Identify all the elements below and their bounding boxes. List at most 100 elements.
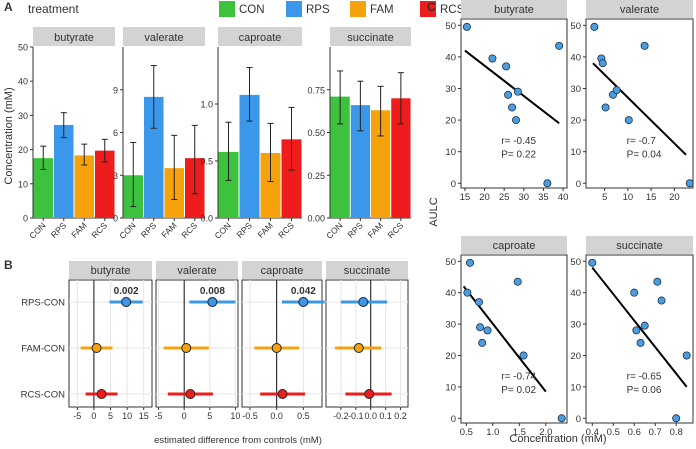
y-tick-label: 10: [570, 382, 581, 393]
legend-key-con: [219, 1, 235, 17]
x-tick-label: 0.7: [649, 427, 662, 438]
x-tick-label-fam: FAM: [159, 220, 178, 239]
data-point: [590, 22, 599, 31]
y-tick-label: 9: [113, 85, 118, 95]
data-point: [685, 179, 694, 188]
x-tick-label: 20: [479, 192, 490, 203]
data-point: [475, 298, 484, 307]
y-tick-label: 20: [570, 116, 581, 127]
facet-strip: [586, 236, 693, 254]
data-point: [640, 41, 649, 50]
x-tick-label: 10: [122, 411, 132, 421]
bar-rps: [144, 96, 164, 218]
x-tick-label: 35: [538, 192, 549, 203]
p-value-text: P= 0.22: [501, 150, 536, 161]
facet-strip: [461, 236, 567, 254]
x-tick-label: 1.0: [486, 427, 499, 438]
legend-label-fam: FAM: [370, 4, 394, 16]
estimate-point-fam: [91, 343, 102, 353]
y-tick-label: 40: [570, 52, 581, 63]
estimate-point-rcs: [185, 389, 196, 399]
x-tick-label: 1.5: [513, 427, 526, 438]
y-tick-label: 0: [113, 214, 118, 224]
x-tick-label-con: CON: [27, 220, 47, 240]
x-tick-label: 40: [558, 192, 569, 203]
x-tick-label-rps: RPS: [234, 220, 254, 240]
p-value-text: P= 0.04: [627, 150, 662, 161]
panel-label-b: B: [4, 258, 13, 272]
x-tick-label-fam: FAM: [255, 220, 274, 239]
x-tick-label: 25: [499, 192, 510, 203]
panel-c: C AULC Concentration (mM) butyrate 15 20 25 30 3…: [427, 0, 694, 445]
x-axis-label: Concentration (mM): [509, 433, 606, 445]
scatter-facet-caproate: caproate 0.5 1.0 1.5 2.0 0 10 20 30 40 50 r= -0.74 P…: [445, 236, 568, 438]
scatter-facet-succinate: succinate 0.4 0.5 0.6 0.7 0.8 0 10 20 30 40 50 r= -0…: [570, 236, 694, 438]
x-tick-label: 0: [91, 411, 96, 421]
y-tick-label: 0.00: [307, 214, 325, 224]
data-point: [513, 277, 522, 286]
facet-title: caproate: [239, 32, 282, 44]
x-tick-label: 0.5: [297, 411, 310, 421]
data-point: [466, 258, 475, 267]
y-tick-label: 30: [445, 84, 456, 95]
x-tick-label-rps: RPS: [345, 220, 365, 240]
bar-con: [218, 151, 239, 218]
y-tick-label: 40: [445, 288, 456, 299]
data-point: [640, 321, 649, 330]
bar-facet-valerate: valerate 0 3 6 9 CON RPS FAM RCS: [113, 27, 205, 241]
bar-fam: [260, 153, 281, 218]
data-point: [630, 288, 639, 297]
y-tick-label: 30: [570, 320, 581, 331]
y-tick-label: 50: [570, 257, 581, 268]
facet-strip: [326, 261, 408, 279]
x-tick-label: -5: [73, 411, 81, 421]
p-value-text: P= 0.02: [501, 385, 536, 396]
data-point: [476, 323, 485, 332]
estimate-point-rps: [358, 297, 369, 307]
y-tick-label: 0.50: [307, 128, 325, 138]
y-tick-label: 10: [445, 382, 456, 393]
scatter-facet-valerate: valerate 5 10 15 20 0 10 20 30 40 50 r= -0.7 P= 0.04: [570, 0, 694, 203]
regression-line: [592, 62, 687, 156]
facet-frame: [155, 279, 239, 408]
facet-title: valerate: [177, 265, 216, 277]
estimate-point-fam: [181, 343, 192, 353]
row-label: RPS-CON: [21, 298, 65, 309]
bar-fam: [371, 110, 391, 218]
y-tick-label: 0: [23, 214, 28, 224]
data-point: [483, 326, 492, 335]
x-tick-label: 0.2: [394, 411, 407, 421]
x-tick-label: 0.1: [379, 411, 392, 421]
y-axis-label: AULC: [428, 197, 440, 226]
y-tick-label: 0.5: [200, 157, 213, 167]
x-tick-label: 15: [646, 192, 657, 203]
data-point: [672, 414, 681, 423]
y-tick-label: 50: [445, 21, 456, 32]
x-tick-label: 0.0: [270, 411, 283, 421]
data-point: [632, 326, 641, 335]
estimate-point-rps: [121, 297, 132, 307]
data-point: [636, 338, 645, 347]
panel-b: B RPS-CON FAM-CON RCS-CON estimated differen…: [4, 258, 409, 446]
data-point: [543, 179, 552, 188]
r-value-text: r= -0.45: [501, 136, 536, 147]
x-tick-label-rcs: RCS: [89, 220, 109, 240]
y-axis-label: Concentration (mM): [3, 87, 15, 184]
bar-rps: [350, 105, 370, 218]
facet-title: caproate: [261, 265, 304, 277]
estimate-point-rcs: [96, 389, 107, 399]
estimate-point-rcs: [364, 389, 375, 399]
legend-key-rcs: [420, 1, 436, 17]
y-tick-label: 50: [570, 21, 581, 32]
y-tick-label: 20: [18, 145, 28, 155]
y-tick-label: 40: [445, 52, 456, 63]
data-point: [504, 90, 513, 99]
y-tick-label: 0: [451, 179, 456, 190]
data-point: [511, 116, 520, 125]
bar-con: [330, 96, 350, 218]
facet-frame: [460, 18, 568, 189]
x-tick-label-con: CON: [212, 220, 232, 240]
x-tick-label-fam: FAM: [366, 220, 385, 239]
x-tick-label: 0: [182, 411, 187, 421]
